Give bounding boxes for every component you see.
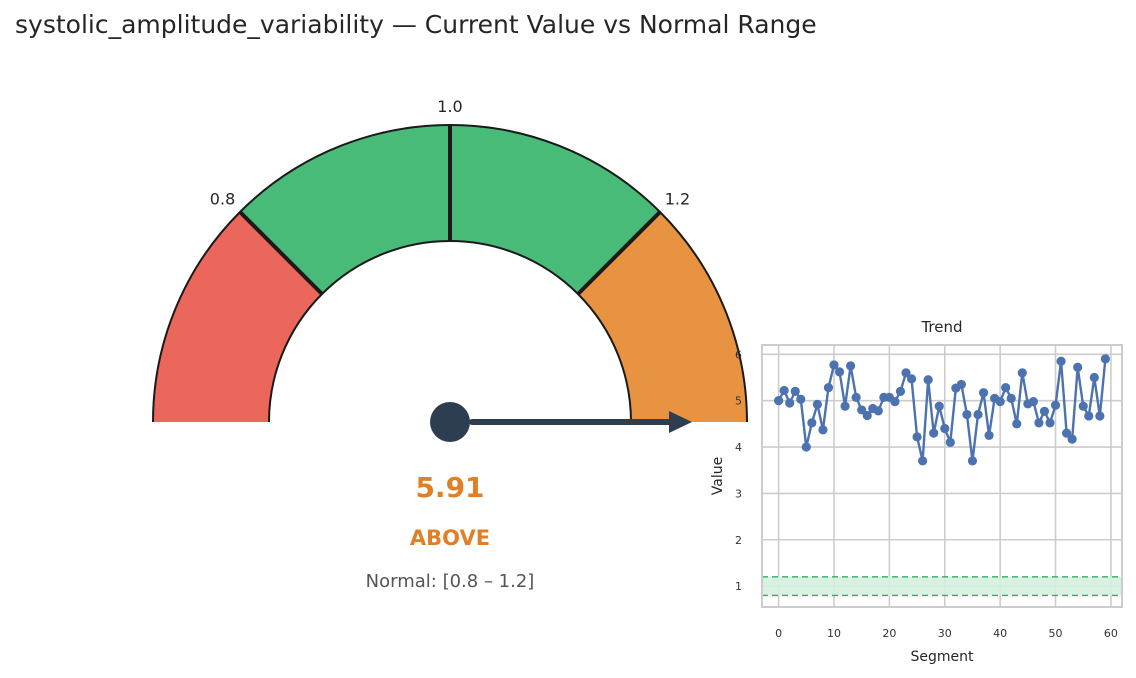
trend-data-point [823, 383, 834, 393]
trend-data-point [774, 396, 784, 406]
trend-data-point [967, 456, 978, 466]
trend-data-point [962, 409, 972, 420]
trend-y-tick-label: 6 [735, 348, 742, 361]
trend-chart: Trend 0 10 20 30 40 50 60 1 2 3 4 5 6 Segment Value [710, 318, 1123, 665]
trend-y-tick-labels: 1 2 3 4 5 6 [735, 348, 742, 593]
status-label: ABOVE [410, 526, 490, 550]
trend-data-point [890, 396, 900, 407]
trend-data-point [1050, 400, 1061, 410]
trend-data-point [779, 385, 789, 396]
trend-data-point [1001, 383, 1011, 393]
trend-data-point [873, 406, 883, 416]
trend-data-point [1056, 356, 1066, 366]
trend-y-tick-label: 5 [735, 395, 742, 408]
trend-data-point [918, 456, 928, 466]
trend-data-point [862, 410, 872, 421]
trend-data-point [906, 374, 917, 384]
trend-data-point [1078, 401, 1088, 411]
gauge-tick-label-reference: 1.0 [437, 97, 462, 116]
gauge-divider-low [238, 210, 324, 296]
trend-normal-band [762, 576, 1122, 596]
trend-data-point [934, 401, 944, 411]
trend-data-point [912, 432, 922, 442]
trend-data-point [984, 430, 994, 441]
trend-data-point [818, 425, 828, 435]
trend-x-axis-label: Segment [911, 649, 975, 665]
trend-data-point [1062, 428, 1072, 438]
gauge: 0.8 1.0 1.2 5.91 ABOVE Normal: [0.8 – 1.… [152, 97, 748, 592]
trend-data-point [1084, 411, 1094, 421]
trend-frame-border [761, 344, 1123, 608]
trend-data-point [1017, 368, 1027, 378]
trend-x-tick-label: 50 [1049, 627, 1063, 640]
gauge-tick-label-low: 0.8 [210, 189, 235, 208]
gauge-tick-label-high: 1.2 [665, 189, 690, 208]
chart-title: systolic_amplitude_variability — Current… [15, 10, 817, 39]
trend-data-point [790, 386, 800, 396]
trend-data-point [1045, 418, 1055, 428]
trend-data-point [834, 367, 845, 377]
trend-y-tick-label: 1 [735, 580, 742, 593]
trend-data-point [807, 418, 817, 428]
trend-data-point [1073, 362, 1083, 372]
trend-data-point [929, 428, 939, 438]
trend-data-point [973, 409, 983, 420]
current-value: 5.91 [415, 471, 484, 504]
gauge-needle-hub [430, 402, 470, 442]
trend-data-point [956, 379, 966, 390]
trend-data-point [901, 368, 911, 378]
trend-y-axis-label: Value [710, 457, 726, 495]
trend-data-point [851, 392, 861, 402]
trend-data-point [829, 360, 839, 370]
trend-x-tick-labels: 0 10 20 30 40 50 60 [775, 627, 1118, 640]
trend-series-points [774, 354, 1110, 466]
trend-y-tick-label: 2 [735, 534, 742, 547]
trend-x-tick-label: 0 [775, 627, 782, 640]
trend-data-point [978, 388, 989, 398]
trend-x-tick-label: 40 [993, 627, 1007, 640]
trend-data-point [840, 401, 850, 411]
trend-x-tick-label: 30 [938, 627, 952, 640]
trend-x-tick-label: 10 [827, 627, 841, 640]
trend-data-point [1039, 406, 1050, 416]
trend-data-point [940, 423, 950, 434]
normal-range-label: Normal: [0.8 – 1.2] [366, 571, 535, 592]
gauge-divider-high [576, 210, 662, 296]
trend-data-point [1006, 393, 1016, 403]
trend-x-tick-label: 20 [882, 627, 896, 640]
trend-data-point [1100, 354, 1110, 364]
trend-data-point [812, 399, 822, 409]
trend-data-point [1095, 411, 1105, 421]
trend-data-point [846, 361, 856, 371]
trend-title: Trend [920, 318, 962, 336]
gauge-arc-above-range [577, 211, 747, 422]
gauge-arc-below-range [153, 211, 323, 422]
trend-y-tick-label: 3 [735, 487, 742, 500]
trend-data-point [1012, 419, 1022, 429]
trend-data-point [945, 437, 955, 447]
trend-data-point [1028, 396, 1038, 407]
trend-data-point [801, 442, 811, 452]
trend-y-tick-label: 4 [735, 441, 742, 454]
gauge-needle-arrowhead [669, 411, 692, 433]
trend-plot-area [762, 345, 1122, 607]
trend-x-tick-label: 60 [1104, 627, 1118, 640]
trend-data-point [1089, 372, 1099, 383]
trend-data-point [895, 386, 906, 396]
trend-data-point [796, 394, 806, 404]
trend-data-point [995, 396, 1005, 407]
trend-data-point [923, 375, 933, 385]
trend-data-point [1067, 434, 1077, 444]
trend-data-point [1034, 418, 1044, 428]
trend-data-point [785, 398, 795, 408]
